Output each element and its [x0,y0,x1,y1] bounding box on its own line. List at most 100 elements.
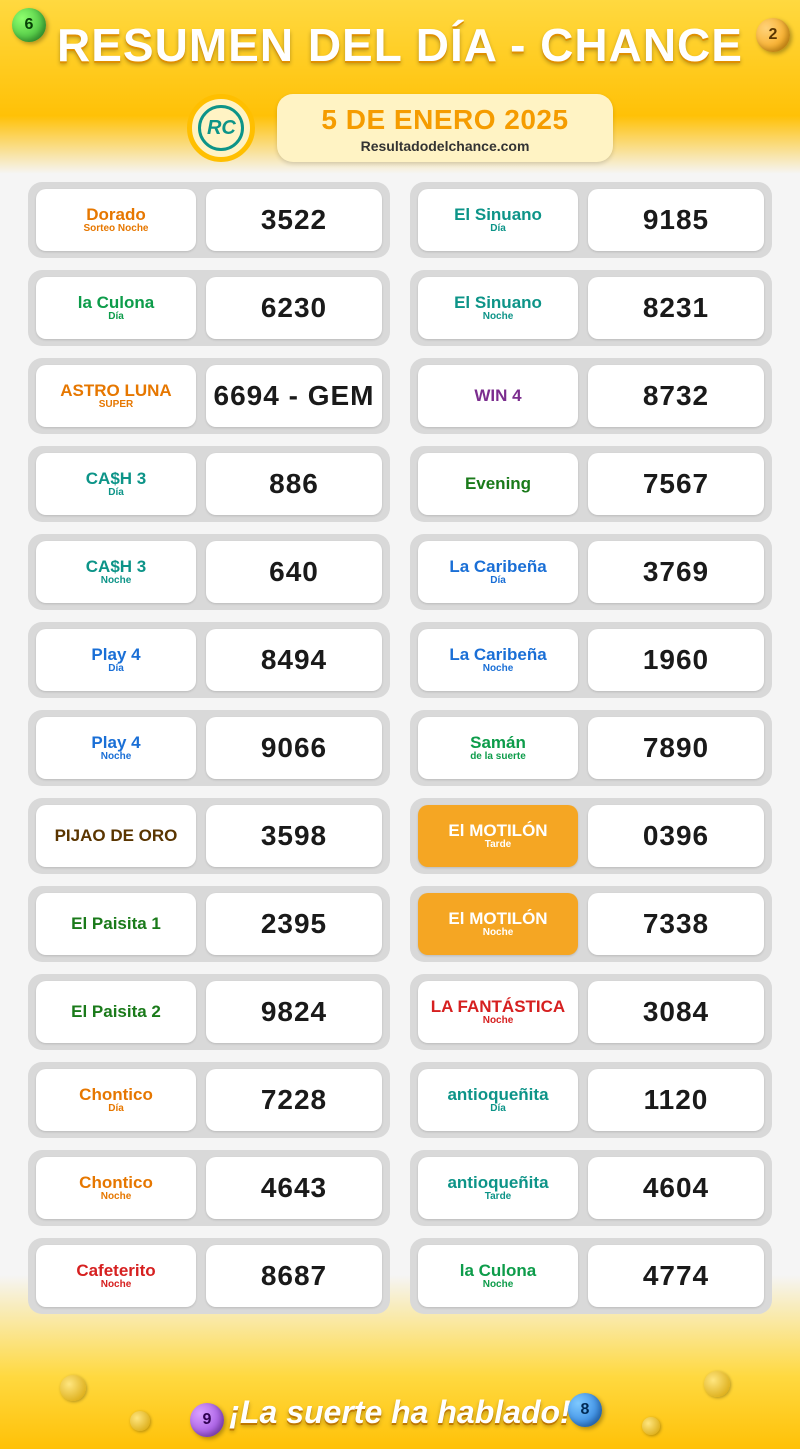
result-number: 3084 [588,981,764,1043]
result-number: 7228 [206,1069,382,1131]
result-number: 7567 [588,453,764,515]
result-number: 4604 [588,1157,764,1219]
result-number: 9185 [588,189,764,251]
lottery-variant: Noche [101,1280,132,1291]
lottery-name: El Paisita 1 [71,915,161,933]
lottery-name: LA FANTÁSTICA [431,998,565,1016]
lottery-logo: ASTRO LUNASUPER [36,365,196,427]
lottery-logo: WIN 4 [418,365,578,427]
result-number: 640 [206,541,382,603]
result-number: 0396 [588,805,764,867]
lottery-logo: Play 4Día [36,629,196,691]
result-number: 3769 [588,541,764,603]
header: RESUMEN DEL DÍA - CHANCE [0,0,800,80]
result-number: 9066 [206,717,382,779]
result-number: 1120 [588,1069,764,1131]
lottery-variant: Tarde [485,1192,512,1203]
decor-ball-8: 8 [568,1393,602,1427]
lottery-name: Play 4 [91,734,140,752]
result-number: 3598 [206,805,382,867]
lottery-logo: ChonticoDía [36,1069,196,1131]
result-row: El SinuanoNoche8231 [410,270,772,346]
result-row: ChonticoDía7228 [28,1062,390,1138]
lottery-logo: ChonticoNoche [36,1157,196,1219]
result-number: 7338 [588,893,764,955]
result-row: Play 4Noche9066 [28,710,390,786]
lottery-name: El MOTILÓN [448,910,547,928]
result-row: CA$H 3Día886 [28,446,390,522]
lottery-name: Chontico [79,1086,153,1104]
lottery-variant: Sorteo Noche [83,224,148,235]
lottery-logo: CafeteritoNoche [36,1245,196,1307]
result-row: DoradoSorteo Noche 3522 [28,182,390,258]
footer-slogan: ¡La suerte ha hablado! [0,1394,800,1431]
lottery-logo: La CaribeñaDía [418,541,578,603]
result-row: Evening 7567 [410,446,772,522]
lottery-logo: El SinuanoNoche [418,277,578,339]
lottery-variant: Día [108,1104,124,1115]
result-row: ASTRO LUNASUPER6694 - GEM [28,358,390,434]
lottery-variant: Día [490,1104,506,1115]
lottery-logo: antioqueñitaDía [418,1069,578,1131]
result-row: antioqueñitaDía1120 [410,1062,772,1138]
result-number: 8231 [588,277,764,339]
result-number: 2395 [206,893,382,955]
result-row: ChonticoNoche4643 [28,1150,390,1226]
lottery-name: la Culona [460,1262,537,1280]
lottery-name: El Sinuano [454,294,542,312]
result-number: 4774 [588,1245,764,1307]
lottery-variant: Noche [483,1016,514,1027]
lottery-logo: El SinuanoDía [418,189,578,251]
result-number: 4643 [206,1157,382,1219]
lottery-name: Play 4 [91,646,140,664]
result-row: WIN 48732 [410,358,772,434]
lottery-name: CA$H 3 [86,558,146,576]
result-row: La CaribeñaNoche1960 [410,622,772,698]
lottery-name: Cafeterito [76,1262,155,1280]
coin-icon [642,1417,660,1435]
lottery-name: WIN 4 [474,387,521,405]
lottery-variant: Noche [101,576,132,587]
lottery-name: antioqueñita [447,1174,548,1192]
coin-icon [60,1375,86,1401]
coin-icon [130,1411,150,1431]
lottery-logo: antioqueñitaTarde [418,1157,578,1219]
lottery-name: Dorado [86,206,146,224]
lottery-name: El Paisita 2 [71,1003,161,1021]
lottery-logo: CA$H 3Noche [36,541,196,603]
result-number: 7890 [588,717,764,779]
page-title: RESUMEN DEL DÍA - CHANCE [20,18,780,72]
date-text: 5 DE ENERO 2025 [321,104,568,136]
result-row: la CulonaNoche4774 [410,1238,772,1314]
date-pill: 5 DE ENERO 2025 Resultadodelchance.com [277,94,612,162]
lottery-variant: Noche [101,1192,132,1203]
lottery-variant: Noche [483,664,514,675]
rc-badge: RC [187,94,255,162]
lottery-logo: El MOTILÓNTarde [418,805,578,867]
result-number: 886 [206,453,382,515]
results-columns: DoradoSorteo Noche 3522 la CulonaDía6230 AS… [0,182,800,1314]
result-row: la CulonaDía6230 [28,270,390,346]
lottery-logo: El Paisita 1 [36,893,196,955]
lottery-variant: Día [108,664,124,675]
lottery-name: Evening [465,475,531,493]
result-number: 3522 [206,189,382,251]
lottery-logo: El Paisita 2 [36,981,196,1043]
website-text: Resultadodelchance.com [321,138,568,154]
lottery-name: El MOTILÓN [448,822,547,840]
result-row: El Paisita 29824 [28,974,390,1050]
lottery-name: CA$H 3 [86,470,146,488]
lottery-variant: Noche [483,312,514,323]
result-row: LA FANTÁSTICANoche 3084 [410,974,772,1050]
lottery-name: antioqueñita [447,1086,548,1104]
result-row: CafeteritoNoche8687 [28,1238,390,1314]
lottery-variant: SUPER [99,400,133,411]
lottery-name: PIJAO DE ORO [55,827,178,845]
result-number: 6694 - GEM [206,365,382,427]
lottery-variant: Día [108,312,124,323]
coin-icon [704,1371,730,1397]
result-row: La CaribeñaDía3769 [410,534,772,610]
result-number: 1960 [588,629,764,691]
footer: 9 8 ¡La suerte ha hablado! [0,1370,800,1449]
lottery-logo: Samánde la suerte [418,717,578,779]
